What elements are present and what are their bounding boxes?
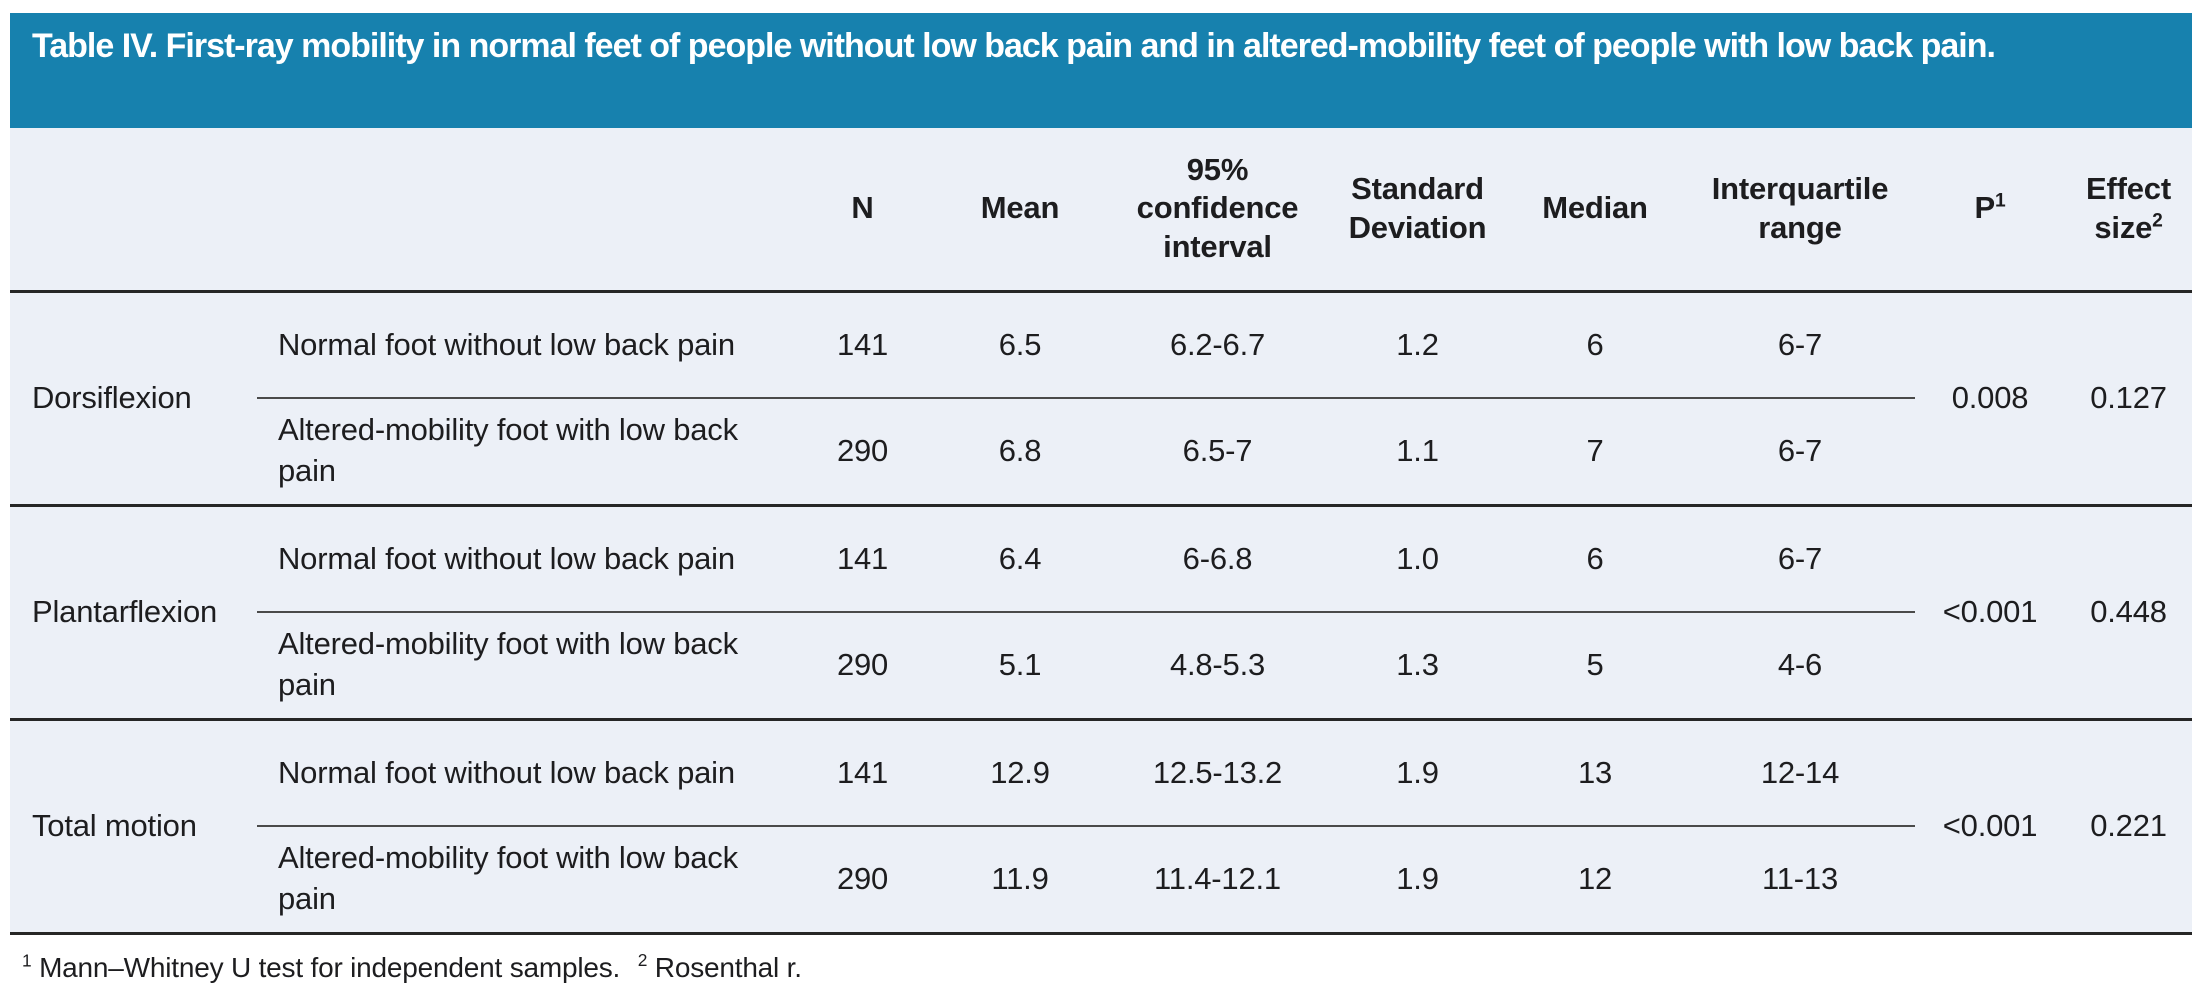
- value-sd: 1.2: [1330, 291, 1505, 399]
- value-median: 5: [1505, 612, 1685, 721]
- value-sd: 1.9: [1330, 826, 1505, 935]
- column-header-group: [10, 128, 257, 293]
- value-p: <0.001: [1915, 719, 2065, 935]
- value-p: 0.008: [1915, 291, 2065, 507]
- table-title: Table IV. First-ray mobility in normal f…: [32, 27, 1996, 65]
- row-description: Altered-mobility foot with low back pain: [257, 612, 790, 721]
- value-iqr: 11-13: [1685, 826, 1915, 935]
- group-label: Dorsiflexion: [10, 291, 257, 507]
- table-row: Altered-mobility foot with low back pain…: [10, 826, 2192, 935]
- row-description: Normal foot without low back pain: [257, 719, 790, 827]
- value-ci: 6-6.8: [1105, 505, 1330, 613]
- value-n: 141: [790, 505, 935, 613]
- effect-size-superscript: 2: [2152, 210, 2163, 232]
- value-mean: 6.8: [935, 398, 1105, 507]
- column-header-median: Median: [1505, 128, 1685, 293]
- value-n: 290: [790, 612, 935, 721]
- column-header-effect-size: Effect size2: [2065, 128, 2192, 293]
- value-effect-size: 0.127: [2065, 291, 2192, 507]
- value-sd: 1.3: [1330, 612, 1505, 721]
- value-mean: 11.9: [935, 826, 1105, 935]
- table-row: Altered-mobility foot with low back pain…: [10, 398, 2192, 507]
- value-n: 141: [790, 291, 935, 399]
- first-ray-mobility-table: N Mean 95% confidence interval Standard …: [10, 128, 2192, 935]
- column-header-p: P1: [1915, 128, 2065, 293]
- column-header-description: [257, 128, 790, 293]
- row-description: Normal foot without low back pain: [257, 505, 790, 613]
- value-iqr: 6-7: [1685, 291, 1915, 399]
- row-description: Altered-mobility foot with low back pain: [257, 826, 790, 935]
- value-effect-size: 0.221: [2065, 719, 2192, 935]
- value-iqr: 12-14: [1685, 719, 1915, 827]
- footnote-text-1: Mann–Whitney U test for independent samp…: [39, 951, 621, 983]
- value-ci: 11.4-12.1: [1105, 826, 1330, 935]
- value-median: 6: [1505, 291, 1685, 399]
- value-n: 141: [790, 719, 935, 827]
- value-n: 290: [790, 826, 935, 935]
- table-row: Dorsiflexion Normal foot without low bac…: [10, 291, 2192, 507]
- value-ci: 6.5-7: [1105, 398, 1330, 507]
- group-plantarflexion: Plantarflexion Normal foot without low b…: [10, 505, 2192, 721]
- value-mean: 5.1: [935, 612, 1105, 721]
- value-median: 12: [1505, 826, 1685, 935]
- value-median: 13: [1505, 719, 1685, 827]
- row-description: Normal foot without low back pain: [257, 291, 790, 399]
- group-dorsiflexion: Dorsiflexion Normal foot without low bac…: [10, 291, 2192, 507]
- column-header-n: N: [790, 128, 935, 293]
- p-superscript: 1: [1995, 191, 2006, 213]
- column-header-iqr: Interquartile range: [1685, 128, 1915, 293]
- footnote-marker-2: 2: [637, 950, 648, 971]
- row-description: Altered-mobility foot with low back pain: [257, 398, 790, 507]
- value-iqr: 4-6: [1685, 612, 1915, 721]
- footnote-text-2: Rosenthal r.: [654, 951, 802, 983]
- group-total-motion: Total motion Normal foot without low bac…: [10, 719, 2192, 935]
- column-header-mean: Mean: [935, 128, 1105, 293]
- column-header-sd: Standard Deviation: [1330, 128, 1505, 293]
- value-ci: 4.8-5.3: [1105, 612, 1330, 721]
- value-sd: 1.9: [1330, 719, 1505, 827]
- group-label: Plantarflexion: [10, 505, 257, 721]
- value-p: <0.001: [1915, 505, 2065, 721]
- value-ci: 12.5-13.2: [1105, 719, 1330, 827]
- table-title-banner: Table IV. First-ray mobility in normal f…: [10, 13, 2192, 128]
- table-row: Plantarflexion Normal foot without low b…: [10, 505, 2192, 721]
- value-mean: 6.4: [935, 505, 1105, 613]
- value-median: 6: [1505, 505, 1685, 613]
- value-median: 7: [1505, 398, 1685, 507]
- value-mean: 6.5: [935, 291, 1105, 399]
- value-sd: 1.0: [1330, 505, 1505, 613]
- footnote-marker-1: 1: [22, 950, 32, 971]
- value-iqr: 6-7: [1685, 398, 1915, 507]
- table-header-row: N Mean 95% confidence interval Standard …: [10, 128, 2192, 293]
- value-n: 290: [790, 398, 935, 507]
- column-header-ci: 95% confidence interval: [1105, 128, 1330, 293]
- value-effect-size: 0.448: [2065, 505, 2192, 721]
- value-sd: 1.1: [1330, 398, 1505, 507]
- group-label: Total motion: [10, 719, 257, 935]
- value-ci: 6.2-6.7: [1105, 291, 1330, 399]
- value-mean: 12.9: [935, 719, 1105, 827]
- table-row: Total motion Normal foot without low bac…: [10, 719, 2192, 935]
- value-iqr: 6-7: [1685, 505, 1915, 613]
- footnote: 1 Mann–Whitney U test for independent sa…: [22, 950, 2202, 984]
- table-row: Altered-mobility foot with low back pain…: [10, 612, 2192, 721]
